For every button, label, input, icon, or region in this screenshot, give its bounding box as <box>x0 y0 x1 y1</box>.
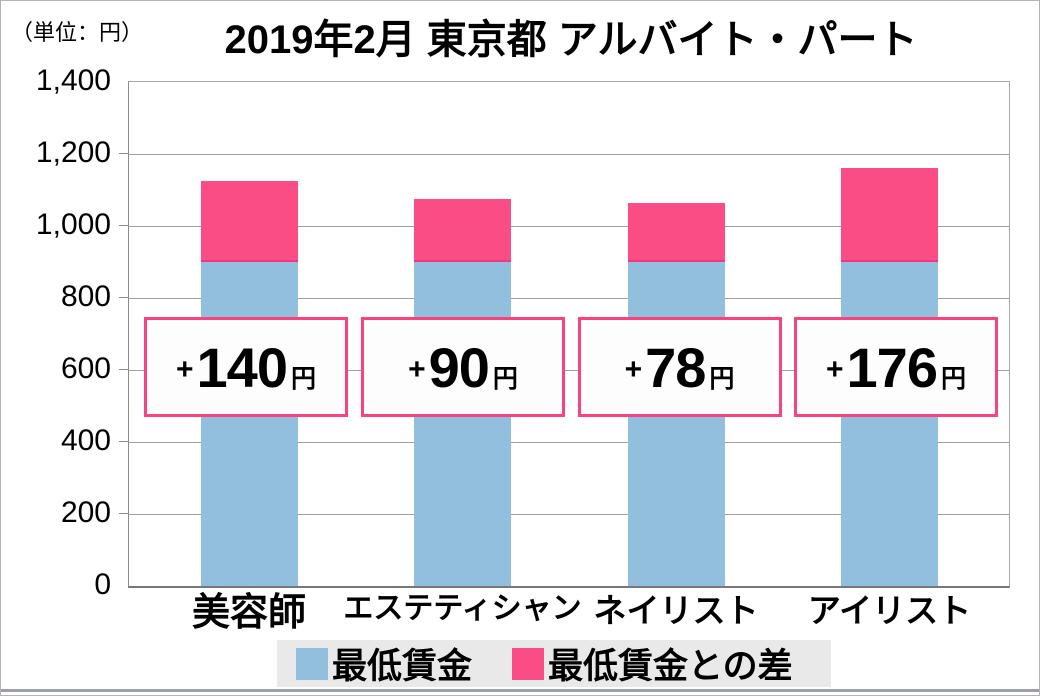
diff-label-box: +90 円 <box>361 317 565 417</box>
diff-value: 78 <box>645 336 706 399</box>
legend-label-min-wage: 最低賃金 <box>332 647 473 686</box>
bar-diff-segment <box>841 168 938 262</box>
diff-value: 90 <box>428 336 490 399</box>
gridline <box>129 226 1009 227</box>
plot-area: +140 円 +90 円 +78 円 +176 円 <box>128 81 1010 588</box>
y-tick-label: 1,000 <box>35 208 111 241</box>
gridline <box>129 370 1009 371</box>
diff-plus-sign: + <box>826 353 844 386</box>
diff-value: 176 <box>846 336 938 399</box>
legend-swatch-min-wage <box>296 647 328 680</box>
category-label: アイリスト <box>807 592 972 629</box>
category-label: ネイリスト <box>593 592 759 629</box>
bar-diff-segment <box>414 199 511 262</box>
legend: 最低賃金 最低賃金との差 <box>277 640 831 687</box>
chart-title: 2019年2月 東京都 アルバイト・パート <box>224 18 918 62</box>
diff-plus-sign: + <box>624 353 643 386</box>
diff-unit: 円 <box>709 365 735 393</box>
bottom-rule <box>1 689 1039 692</box>
gridline <box>129 442 1009 443</box>
y-tick-label: 800 <box>60 280 111 313</box>
category-label: エステティシャン <box>343 592 582 625</box>
diff-unit: 円 <box>940 365 966 393</box>
bar-min-wage-segment <box>414 262 511 586</box>
diff-unit: 円 <box>492 365 518 393</box>
y-tick-label: 1,200 <box>35 136 111 169</box>
legend-item-diff: 最低賃金との差 <box>512 638 793 689</box>
unit-label: （単位：円） <box>11 20 144 45</box>
y-tick-mark <box>119 513 129 514</box>
y-tick-mark <box>119 153 129 154</box>
legend-swatch-diff <box>512 647 545 680</box>
y-tick-label: 1,400 <box>35 64 111 97</box>
diff-label-box: +140 円 <box>144 317 348 417</box>
diff-plus-sign: + <box>176 353 194 386</box>
diff-value: 140 <box>196 336 288 399</box>
bar-diff-segment <box>200 181 298 262</box>
y-tick-label: 0 <box>94 568 111 601</box>
gridline <box>129 298 1009 299</box>
y-tick-mark <box>119 441 129 442</box>
legend-label-diff: 最低賃金との差 <box>548 647 793 686</box>
diff-label-box: +176 円 <box>794 317 998 417</box>
bar-diff-segment <box>627 203 725 262</box>
gridline <box>129 154 1009 155</box>
y-tick-label: 200 <box>60 496 111 529</box>
bar-min-wage-segment <box>841 262 938 586</box>
y-tick-label: 600 <box>60 352 111 385</box>
gridline <box>129 514 1009 515</box>
diff-label-box: +78 円 <box>577 317 782 417</box>
y-tick-mark <box>119 225 129 226</box>
y-tick-mark <box>119 297 129 298</box>
bar-min-wage-segment <box>200 262 298 586</box>
diff-unit: 円 <box>290 365 316 393</box>
diff-plus-sign: + <box>408 353 426 386</box>
y-tick-label: 400 <box>60 424 111 457</box>
y-tick-mark <box>119 369 129 370</box>
bar-min-wage-segment <box>627 262 725 586</box>
legend-item-min-wage: 最低賃金 <box>296 638 472 689</box>
category-label: 美容師 <box>191 592 307 634</box>
